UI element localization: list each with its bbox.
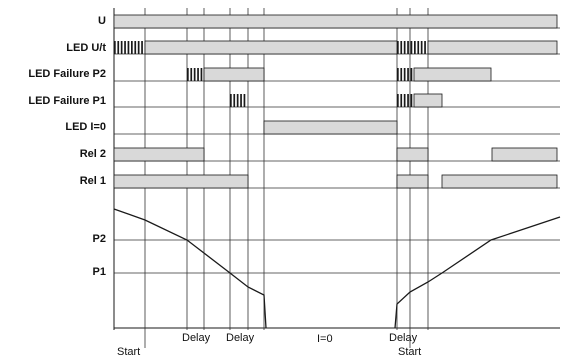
bar-rel2 — [397, 148, 428, 161]
row-label-led-failure-p2: LED Failure P2 — [28, 68, 106, 80]
blink-led-ut — [114, 41, 143, 54]
bar-led-failure-p1 — [414, 94, 442, 107]
signal-curve-rising — [395, 217, 560, 328]
blink-led-failure-p1 — [230, 94, 245, 107]
signal-curve-falling — [114, 209, 266, 328]
label-i0: I=0 — [317, 333, 333, 345]
row-label-led-i0: LED I=0 — [65, 121, 106, 133]
bar-led-ut — [428, 41, 557, 54]
label-delay-1: Delay — [182, 332, 210, 344]
row-label-rel2: Rel 2 — [80, 148, 106, 160]
level-label-p2: P2 — [93, 233, 106, 245]
blink-led-ut — [397, 41, 426, 54]
bar-led-failure-p2 — [204, 68, 264, 81]
row-label-u: U — [98, 15, 106, 27]
bar-rel1 — [442, 175, 557, 188]
label-start-1: Start — [117, 346, 140, 358]
row-label-rel1: Rel 1 — [80, 175, 106, 187]
label-delay-3: Delay — [389, 332, 417, 344]
bar-rel2 — [492, 148, 557, 161]
bar-led-ut — [145, 41, 397, 54]
label-delay-2: Delay — [226, 332, 254, 344]
blink-led-failure-p2 — [187, 68, 202, 81]
bar-led-failure-p2 — [414, 68, 491, 81]
level-label-p1: P1 — [93, 266, 106, 278]
row-label-led-failure-p1: LED Failure P1 — [28, 95, 106, 107]
row-label-led-ut: LED U/t — [66, 42, 106, 54]
bar-rel2 — [114, 148, 204, 161]
bar-rel1 — [114, 175, 248, 188]
bar-u — [114, 15, 557, 28]
bar-rel1 — [397, 175, 428, 188]
bar-led-i0 — [264, 121, 397, 134]
label-start-2: Start — [398, 346, 421, 358]
